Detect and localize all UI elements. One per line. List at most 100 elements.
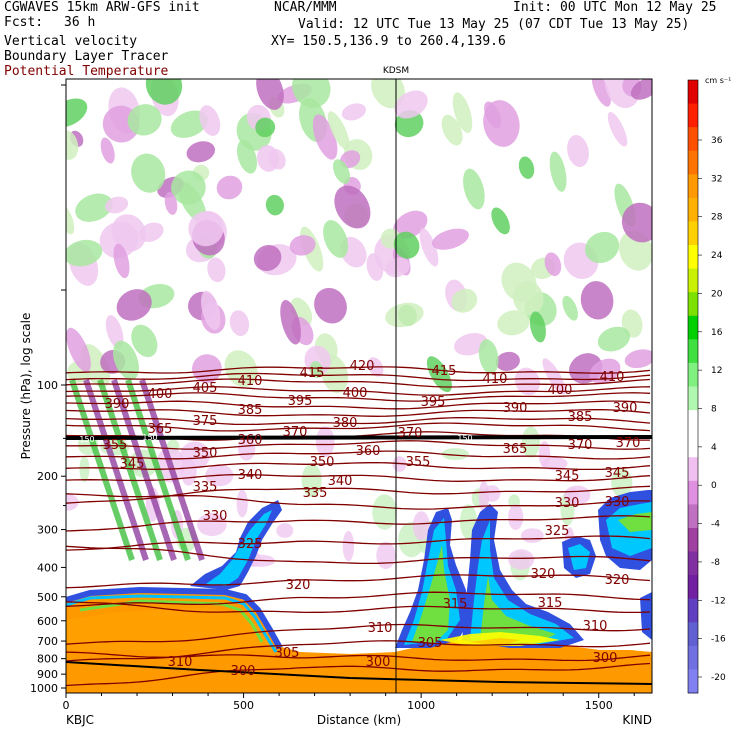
forecast-label: Fcst: [4,15,44,30]
theta-label: 300 [231,664,256,679]
theta-label: 345 [605,466,630,481]
vertical-velocity-blob [131,324,158,358]
vertical-velocity-blob [597,326,631,352]
vertical-velocity-blob [314,287,347,324]
bl-rim-left [66,586,283,650]
vertical-velocity-blob [332,159,351,184]
colorbar-swatch [688,504,698,529]
vertical-velocity-blob [508,549,535,570]
colorbar-swatch [688,268,698,293]
vertical-velocity-blob [394,90,428,119]
vertical-velocity-blob [376,541,396,570]
vertical-velocity-blob [483,485,501,502]
theta-contour [66,662,651,687]
colorbar-tick-label: -12 [711,596,726,606]
y-tick-label: 500 [37,591,58,604]
colorbar-swatch [688,221,698,246]
vertical-velocity-blob [171,170,206,205]
velocity-field [66,79,652,693]
theta-contour [66,591,651,607]
theta-label: 410 [238,374,263,389]
theta-label: 330 [605,495,630,510]
tropopause-line [66,435,652,440]
org-label: NCAR/MMM [274,0,337,15]
vertical-velocity-blob [441,114,463,146]
vertical-velocity-blob [621,202,652,243]
colorbar-swatch [688,433,698,458]
x-axis-label: Distance (km) [317,713,401,727]
theta-label: 340 [328,474,353,489]
colorbar-tick-label: 16 [711,328,723,338]
vertical-velocity-blob [478,339,499,374]
vertical-velocity-blob [79,456,90,482]
vertical-velocity-blob [216,175,243,200]
vertical-velocity-blob [236,489,248,518]
vertical-velocity-blob [580,281,614,320]
theta-label: 400 [343,386,368,401]
theta-contour [66,422,651,432]
gravity-wave-streak [69,379,135,561]
vertical-velocity-blob [412,511,430,541]
theta-label: 345 [120,457,145,472]
theta-label: 370 [568,438,593,453]
theta-contour [66,366,651,374]
vertical-velocity-blob [207,257,226,283]
vertical-velocity-blob [589,358,621,384]
vertical-velocity-blob [452,92,473,133]
theta-label: 350 [193,446,218,461]
colorbar-swatch [688,292,698,317]
colorbar-swatch [688,197,698,222]
colorbar-swatch [688,386,698,411]
vertical-velocity-blob [201,290,221,331]
theta-contour [66,372,651,382]
vertical-velocity-blob [229,310,250,336]
theta-label: 420 [350,359,375,374]
vertical-velocity-blob [624,349,652,369]
theta-contour [66,392,651,402]
colorbar-swatch [688,103,698,128]
colorbar-swatch [688,127,698,152]
theta-label: 340 [238,468,263,483]
theta-label: 310 [368,621,393,636]
tropopause-label: 150 [457,434,472,443]
y-tick-label: 600 [37,615,58,628]
vertical-velocity-blob [199,105,221,136]
theta-label: 310 [168,655,193,670]
vertical-velocity-blob [253,245,282,271]
vertical-velocity-blob [501,262,537,303]
theta-label: 315 [443,597,468,612]
theta-label: 400 [148,387,173,402]
colorbar-swatch [688,622,698,647]
tropopause-label: 150 [142,433,157,442]
colorbar-frame [687,79,699,694]
vertical-velocity-blob [585,231,620,264]
x-tick-label: 1000 [407,699,435,712]
y-tick-label: 900 [37,668,58,681]
y-tick-label: 200 [37,470,58,483]
vertical-velocity-blob [508,504,524,530]
theta-label: 370 [283,425,308,440]
theta-contour [66,493,651,510]
mid-station-label: KDSM [383,66,409,76]
colorbar-swatch [688,598,698,623]
theta-label: 335 [193,480,218,495]
vertical-velocity-blob [542,456,568,471]
colorbar: cm s⁻¹ 36 32 28 24 20 16 12 8 4 0 -4 -8 -12 -16 -20 [687,76,731,694]
vertical-velocity-blob [145,79,183,105]
colorbar-swatch [688,410,698,435]
right-station-label: KIND [622,713,652,727]
vertical-velocity-blob [549,151,567,192]
vertical-velocity-blob [113,340,139,380]
colorbar-swatch [688,174,698,199]
vertical-velocity-blob [491,207,510,235]
colorbar-tick-label: 36 [711,136,723,146]
vertical-velocity-blob [268,148,286,170]
terrain-line [66,661,652,685]
theta-contour [66,515,651,532]
tropopause-label: 150 [79,435,94,444]
theta-label: 390 [613,401,638,416]
theta-label: 350 [310,455,335,470]
colorbar-tick-label: -16 [711,635,726,645]
vertical-velocity-blob [197,512,227,537]
